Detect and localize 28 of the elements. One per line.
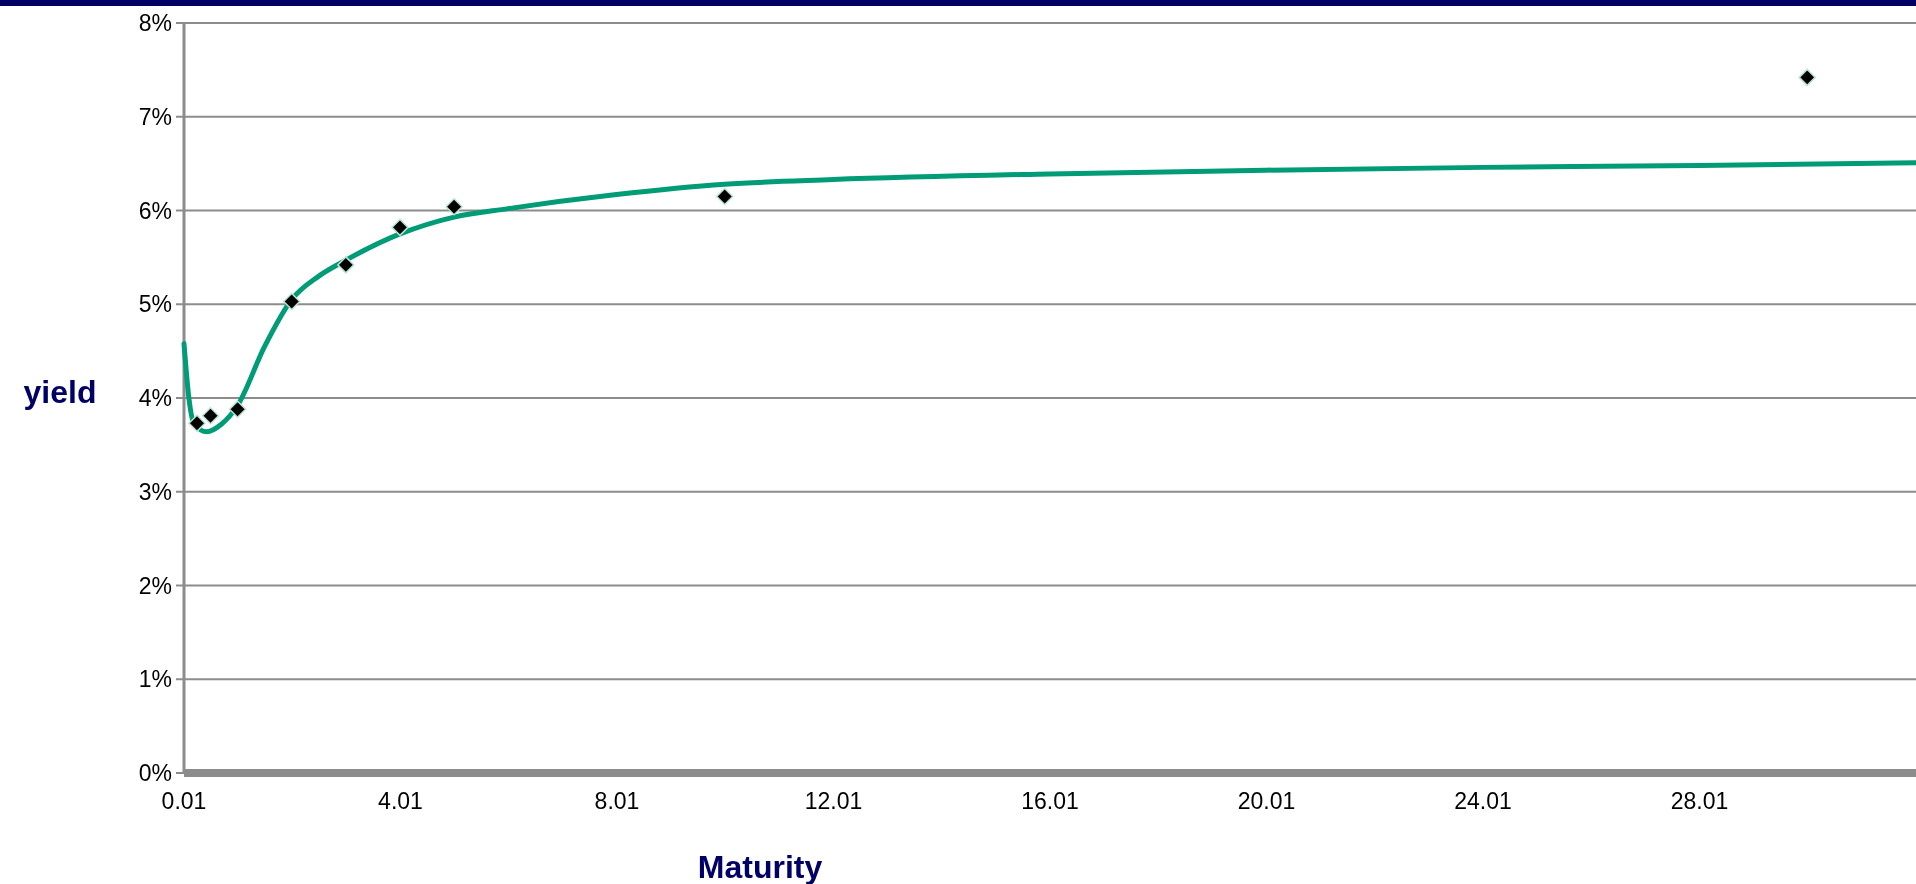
y-tick-label: 1% [138, 666, 172, 693]
x-tick-label: 20.01 [1237, 788, 1296, 814]
x-tick-label: 16.01 [1021, 788, 1079, 814]
point [715, 187, 734, 206]
y-tick-label: 2% [138, 572, 172, 599]
x-tick-label: 8.01 [594, 788, 640, 814]
y-tick-label: 3% [138, 478, 172, 505]
point [337, 256, 355, 274]
x-tick-label: 12.01 [804, 788, 863, 814]
point [445, 198, 463, 216]
y-axis-title: yield [23, 374, 97, 410]
x-tick-label: 0.01 [161, 788, 207, 814]
point [201, 407, 220, 425]
y-tick-label: 5% [138, 291, 172, 318]
y-tick-label: 0% [138, 760, 172, 787]
point [391, 218, 409, 237]
point [282, 292, 301, 311]
y-tick-label: 8% [138, 10, 172, 37]
point [188, 414, 206, 433]
point [1798, 68, 1816, 87]
x-tick-label: 4.01 [378, 788, 423, 814]
x-tick-label: 28.01 [1670, 788, 1729, 814]
x-axis-title: Maturity [697, 849, 823, 884]
y-tick-label: 7% [138, 103, 172, 130]
point [228, 400, 247, 418]
y-tick-label: 6% [138, 197, 172, 224]
x-tick-label: 24.01 [1454, 788, 1512, 814]
y-tick-label: 4% [138, 385, 172, 412]
